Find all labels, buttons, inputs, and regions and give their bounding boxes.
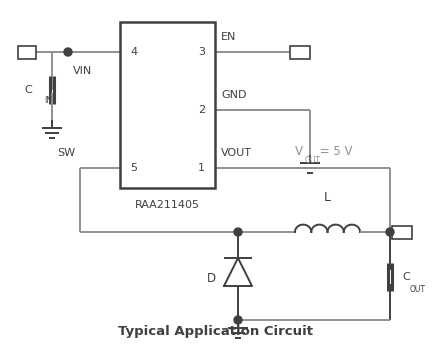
Text: 1: 1 — [198, 163, 205, 173]
Text: OUT: OUT — [410, 285, 426, 294]
Text: = 5 V: = 5 V — [316, 145, 353, 158]
Text: GND: GND — [221, 90, 247, 100]
Text: Typical Application Circuit: Typical Application Circuit — [118, 325, 314, 338]
Text: 3: 3 — [198, 47, 205, 57]
Bar — [120, 22, 215, 188]
Circle shape — [234, 228, 242, 236]
Text: C: C — [24, 85, 32, 95]
Text: C: C — [402, 272, 410, 282]
Circle shape — [234, 316, 242, 324]
Text: VOUT: VOUT — [221, 148, 252, 158]
Text: SW: SW — [57, 148, 75, 158]
Text: VIN: VIN — [73, 66, 92, 76]
Text: D: D — [207, 271, 216, 284]
Text: V: V — [295, 145, 303, 158]
Circle shape — [64, 48, 72, 56]
Text: 5: 5 — [130, 163, 137, 173]
Text: 2: 2 — [198, 105, 205, 115]
Text: L: L — [324, 191, 331, 204]
FancyBboxPatch shape — [290, 45, 310, 58]
Text: RAA211405: RAA211405 — [135, 200, 200, 210]
FancyBboxPatch shape — [392, 226, 412, 239]
Text: 4: 4 — [130, 47, 137, 57]
Text: OUT: OUT — [305, 156, 321, 165]
Text: EN: EN — [221, 32, 236, 42]
FancyBboxPatch shape — [18, 45, 36, 58]
Text: IN: IN — [44, 96, 52, 105]
Circle shape — [386, 228, 394, 236]
